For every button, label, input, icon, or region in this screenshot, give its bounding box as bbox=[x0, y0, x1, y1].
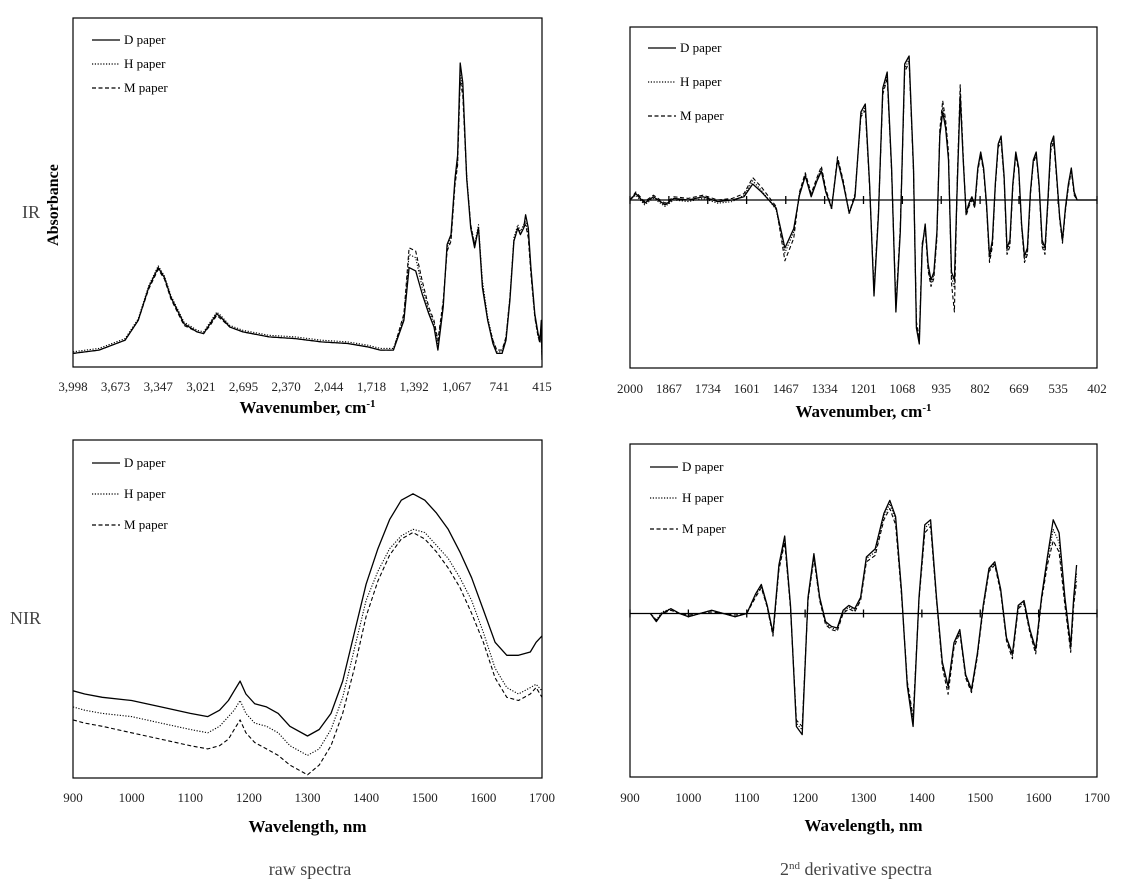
series-group bbox=[649, 499, 1078, 736]
legend: D paper H paper M paper bbox=[650, 459, 726, 536]
x-tick-label: 535 bbox=[1048, 381, 1068, 396]
legend-label: M paper bbox=[682, 521, 726, 536]
nir-derivative-chart: 900 1000 1100 1200 1300 1400 1500 1600 1700 Wavel… bbox=[620, 443, 1110, 835]
x-axis-label: Wavelength, nm bbox=[248, 817, 366, 836]
x-tick-label: 900 bbox=[620, 790, 640, 805]
legend-label: D paper bbox=[124, 32, 166, 47]
series-group bbox=[630, 55, 1097, 345]
series-line-m-paper bbox=[73, 531, 542, 776]
legend-label: H paper bbox=[680, 74, 722, 89]
x-tick-label: 2,695 bbox=[229, 379, 258, 394]
series-line-d-paper bbox=[73, 62, 542, 361]
series-line-d-paper bbox=[73, 493, 542, 737]
caption-derivative-text: derivative spectra bbox=[800, 859, 932, 879]
x-tick-label: 402 bbox=[1087, 381, 1107, 396]
x-tick-label: 802 bbox=[970, 381, 990, 396]
legend-label: M paper bbox=[124, 80, 168, 95]
x-tick-label: 900 bbox=[63, 790, 83, 805]
row-label-ir: IR bbox=[22, 202, 40, 222]
legend-label: H paper bbox=[124, 56, 166, 71]
x-tick-label: 1,067 bbox=[442, 379, 472, 394]
legend: D paper H paper M paper bbox=[92, 32, 168, 95]
x-tick-label: 3,347 bbox=[144, 379, 174, 394]
x-tick-label: 1200 bbox=[792, 790, 818, 805]
x-axis-label-text: Wavenumber, cm bbox=[795, 402, 922, 421]
legend-label: D paper bbox=[680, 40, 722, 55]
x-tick-label: 2,370 bbox=[271, 379, 300, 394]
x-tick-label: 1467 bbox=[773, 381, 800, 396]
series-line-m-paper bbox=[649, 507, 1078, 728]
x-axis-label: Wavenumber, cm-1 bbox=[795, 402, 931, 421]
caption-raw: raw spectra bbox=[269, 859, 351, 879]
series-line-m-paper bbox=[630, 61, 1097, 339]
legend-label: D paper bbox=[682, 459, 724, 474]
x-tick-label: 1600 bbox=[470, 790, 496, 805]
series-group bbox=[73, 62, 542, 361]
x-tick-label: 1400 bbox=[909, 790, 935, 805]
x-tick-label: 1867 bbox=[656, 381, 683, 396]
caption-derivative-suffix: nd bbox=[789, 860, 801, 872]
x-tick-label: 1400 bbox=[353, 790, 379, 805]
series-line-h-paper bbox=[73, 72, 542, 357]
x-axis-label-superscript: -1 bbox=[922, 402, 931, 414]
x-tick-label: 1000 bbox=[119, 790, 145, 805]
nir-raw-chart: 900 1000 1100 1200 1300 1400 1500 1600 1700 Wavel… bbox=[63, 439, 555, 836]
x-tick-label: 669 bbox=[1009, 381, 1029, 396]
x-tick-label: 1601 bbox=[734, 381, 760, 396]
x-tick-label: 1100 bbox=[177, 790, 203, 805]
x-tick-label: 1700 bbox=[1084, 790, 1110, 805]
x-tick-label: 1100 bbox=[734, 790, 760, 805]
x-axis-label-text: Wavenumber, cm bbox=[239, 398, 366, 417]
legend: D paper H paper M paper bbox=[648, 40, 724, 123]
x-tick-label: 1500 bbox=[412, 790, 438, 805]
x-axis-label-superscript: -1 bbox=[366, 398, 375, 410]
x-tick-label: 1600 bbox=[1026, 790, 1052, 805]
x-axis-label: Wavenumber, cm-1 bbox=[239, 398, 375, 417]
caption-derivative-ordinal: 2 bbox=[780, 859, 789, 879]
x-tick-label: 1068 bbox=[889, 381, 915, 396]
series-line-h-paper bbox=[73, 528, 542, 756]
x-tick-label: 3,673 bbox=[101, 379, 130, 394]
x-tick-label: 935 bbox=[931, 381, 951, 396]
x-tick-label: 3,021 bbox=[186, 379, 215, 394]
x-tick-label: 1300 bbox=[851, 790, 877, 805]
y-axis-label: Absorbance bbox=[45, 164, 62, 246]
ir-raw-chart: 3,998 3,673 3,347 3,021 2,695 2,370 2,044 1,718… bbox=[45, 17, 552, 417]
plot-frame bbox=[72, 439, 543, 779]
legend-label: M paper bbox=[124, 517, 168, 532]
x-axis-label: Wavelength, nm bbox=[804, 816, 922, 835]
legend-label: H paper bbox=[682, 490, 724, 505]
x-tick-label: 1334 bbox=[812, 381, 839, 396]
plot-frame bbox=[72, 17, 543, 368]
caption-derivative: 2nd derivative spectra bbox=[780, 859, 932, 879]
x-tick-label: 1300 bbox=[295, 790, 321, 805]
x-tick-label: 2,044 bbox=[314, 379, 344, 394]
x-tick-label: 741 bbox=[490, 379, 510, 394]
legend-label: H paper bbox=[124, 486, 166, 501]
legend-label: M paper bbox=[680, 108, 724, 123]
x-tick-label: 415 bbox=[532, 379, 552, 394]
legend-label: D paper bbox=[124, 455, 166, 470]
x-tick-label: 1,392 bbox=[399, 379, 428, 394]
x-tick-label: 1,718 bbox=[357, 379, 386, 394]
x-tick-label: 1700 bbox=[529, 790, 555, 805]
x-tick-label: 1000 bbox=[675, 790, 701, 805]
series-line-m-paper bbox=[73, 78, 542, 357]
series-group bbox=[73, 493, 542, 776]
row-label-nir: NIR bbox=[10, 608, 41, 628]
x-tick-label: 1201 bbox=[851, 381, 877, 396]
x-tick-label: 1200 bbox=[236, 790, 262, 805]
x-axis-label-text: Wavelength, nm bbox=[248, 817, 366, 836]
series-line-d-paper bbox=[649, 499, 1078, 736]
x-axis-label-text: Wavelength, nm bbox=[804, 816, 922, 835]
x-tick-label: 1500 bbox=[967, 790, 993, 805]
x-tick-label: 1734 bbox=[695, 381, 722, 396]
x-tick-label: 3,998 bbox=[58, 379, 87, 394]
x-tick-label: 2000 bbox=[617, 381, 643, 396]
ir-derivative-chart: 2000 1867 1734 1601 1467 1334 1201 1068 935 802 66… bbox=[617, 26, 1107, 421]
legend: D paper H paper M paper bbox=[92, 455, 168, 532]
